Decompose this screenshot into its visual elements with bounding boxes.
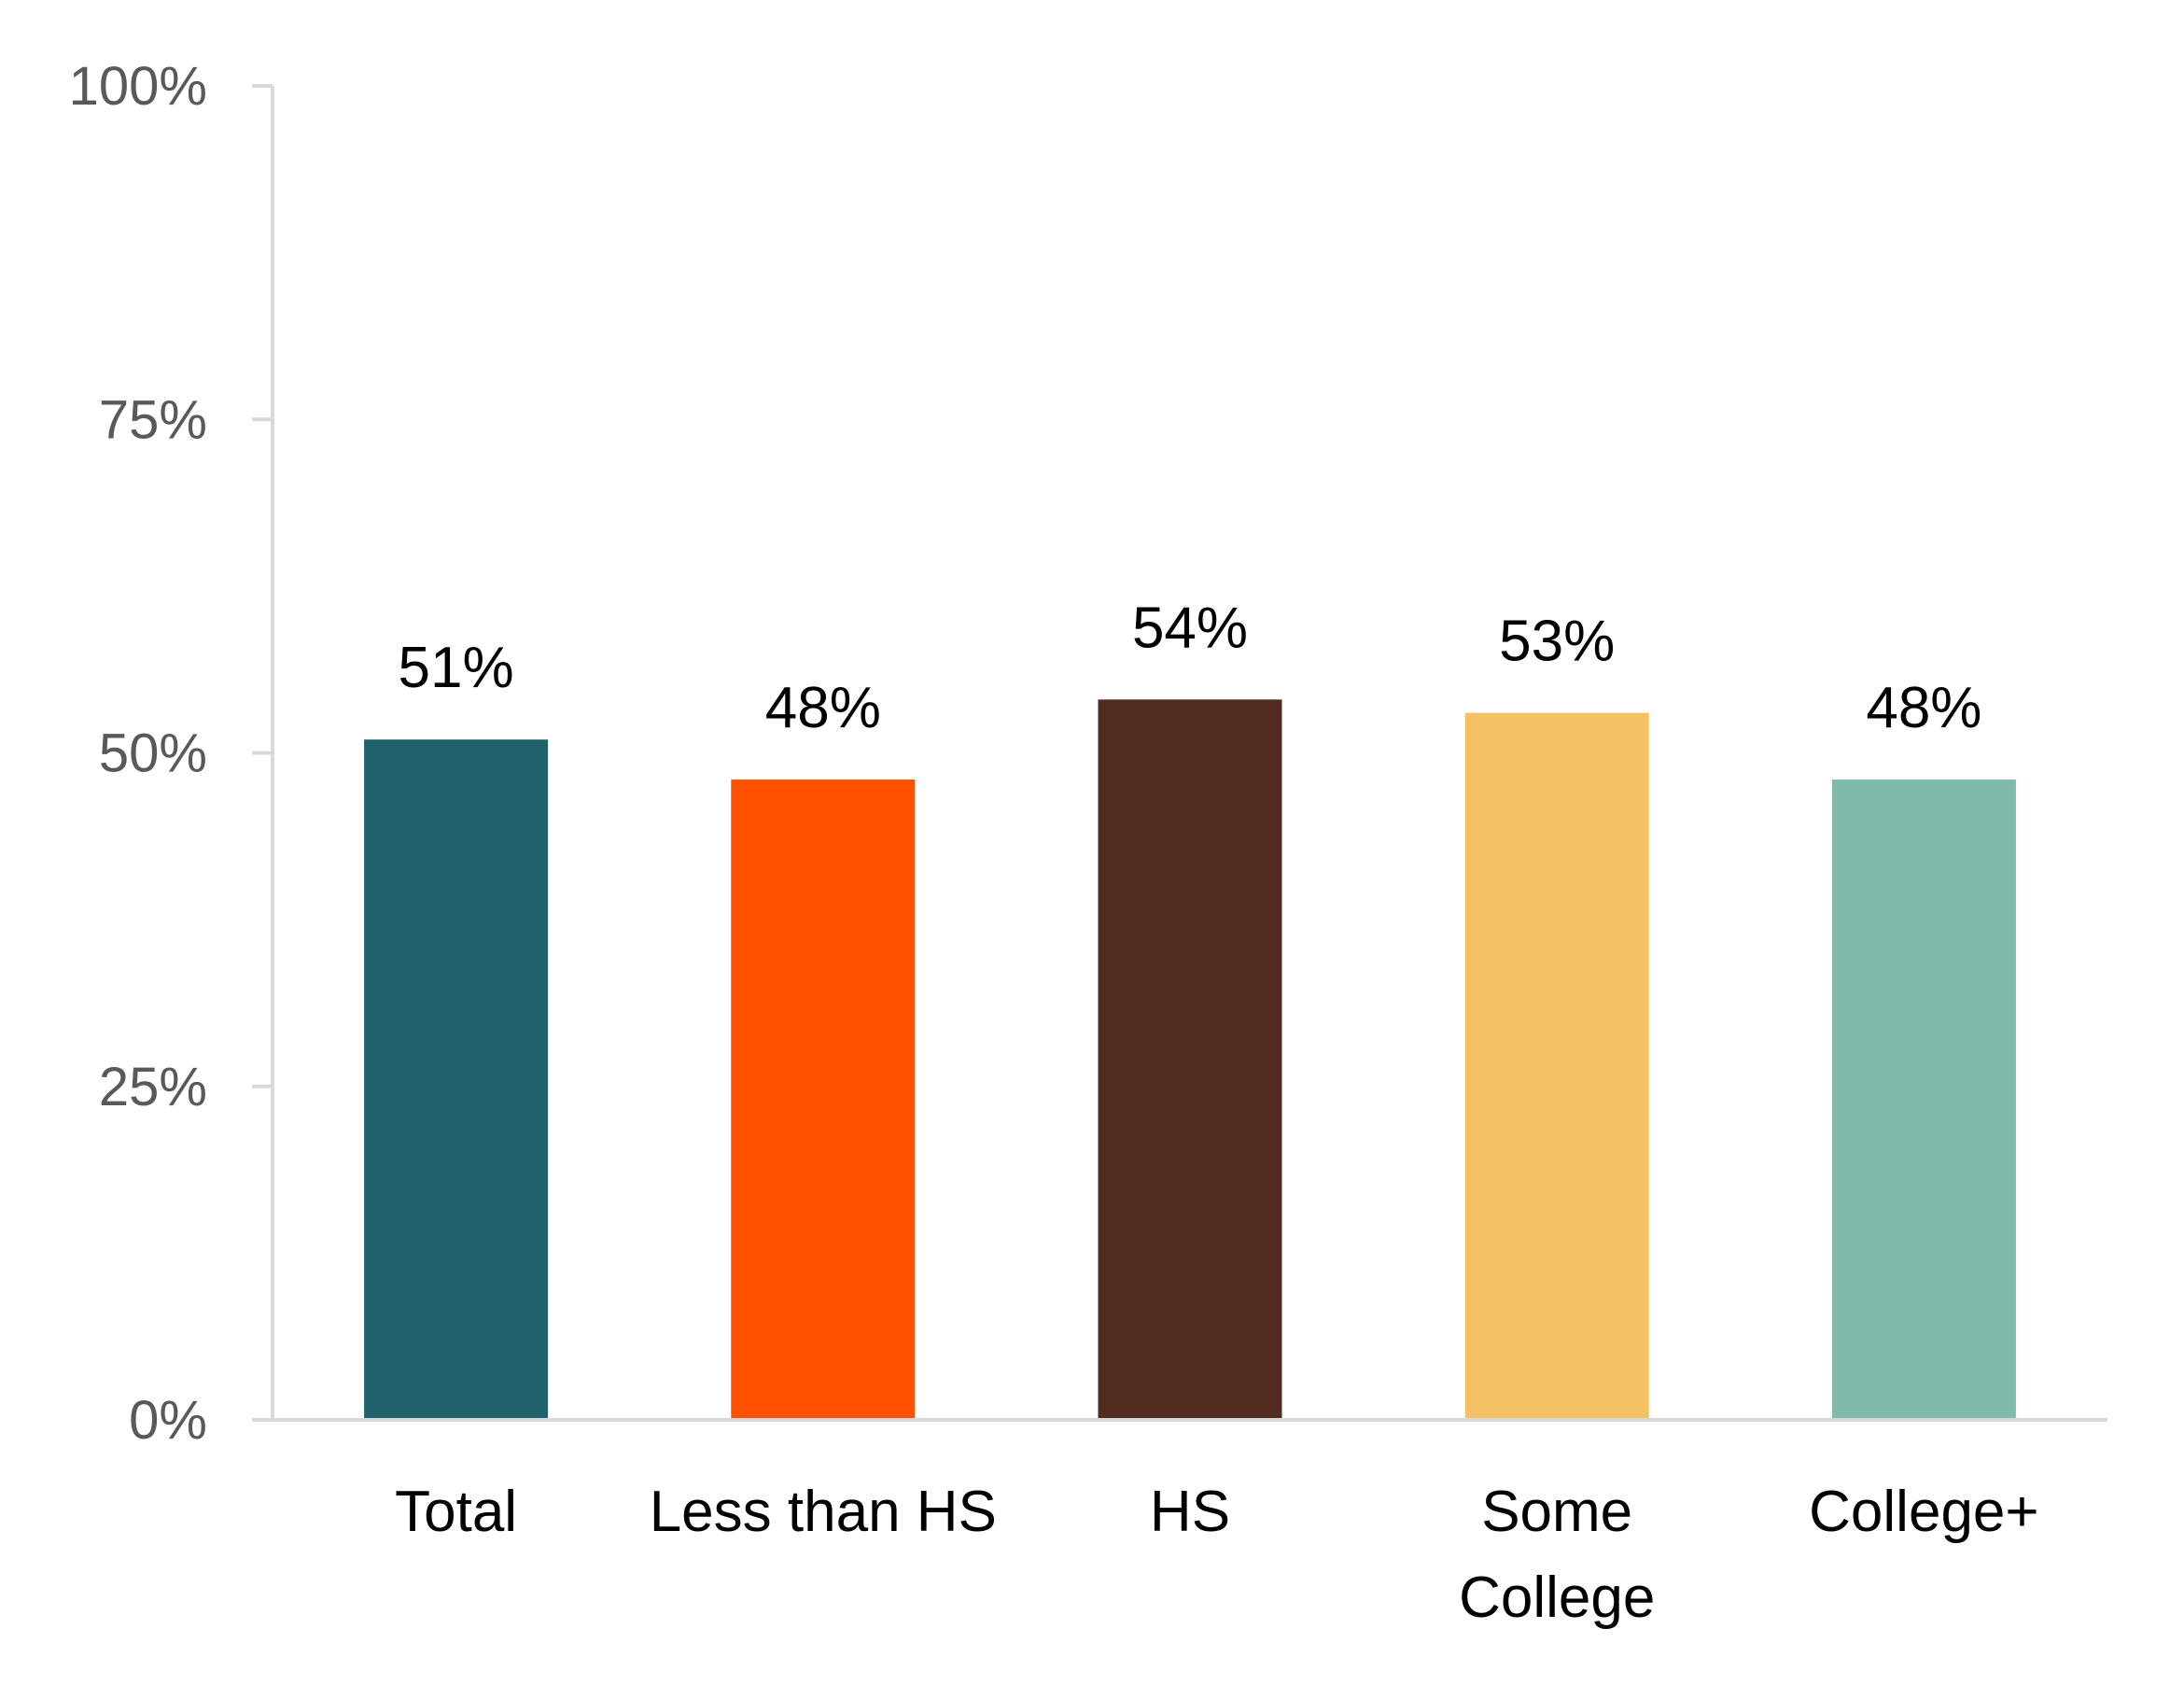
data-label-some-college: 53% (1499, 610, 1615, 674)
x-tick-label-total: Total (395, 1480, 517, 1544)
x-axis: Total Less than HS HS Some College College+ (252, 1418, 2107, 1630)
y-tick-label: 100% (69, 56, 207, 117)
y-tick-label: 50% (99, 723, 207, 784)
x-tick-label-college: College+ (1809, 1480, 2038, 1544)
bar-total (364, 739, 549, 1420)
bar-some-college (1464, 712, 1649, 1420)
bar-college (1831, 779, 2016, 1420)
bar-less-than-hs (731, 779, 916, 1420)
y-axis: 0% 25% 50% 75% 100% (69, 56, 274, 1451)
x-tick-label-less-than-hs: Less than HS (650, 1480, 997, 1544)
bar-hs (1098, 699, 1282, 1420)
x-tick-label-some-college: Some College (1459, 1480, 1655, 1630)
data-label-college: 48% (1866, 676, 1981, 740)
bars (364, 699, 2016, 1420)
x-tick-label-hs: HS (1150, 1480, 1230, 1544)
data-label-less-than-hs: 48% (765, 676, 881, 740)
y-tick-label: 75% (99, 389, 207, 450)
data-label-hs: 54% (1132, 596, 1248, 660)
data-label-total: 51% (399, 636, 514, 700)
data-labels: 51% 48% 54% 53% 48% (399, 596, 1982, 740)
y-tick-label: 0% (129, 1390, 207, 1451)
y-tick-label: 25% (99, 1057, 207, 1117)
